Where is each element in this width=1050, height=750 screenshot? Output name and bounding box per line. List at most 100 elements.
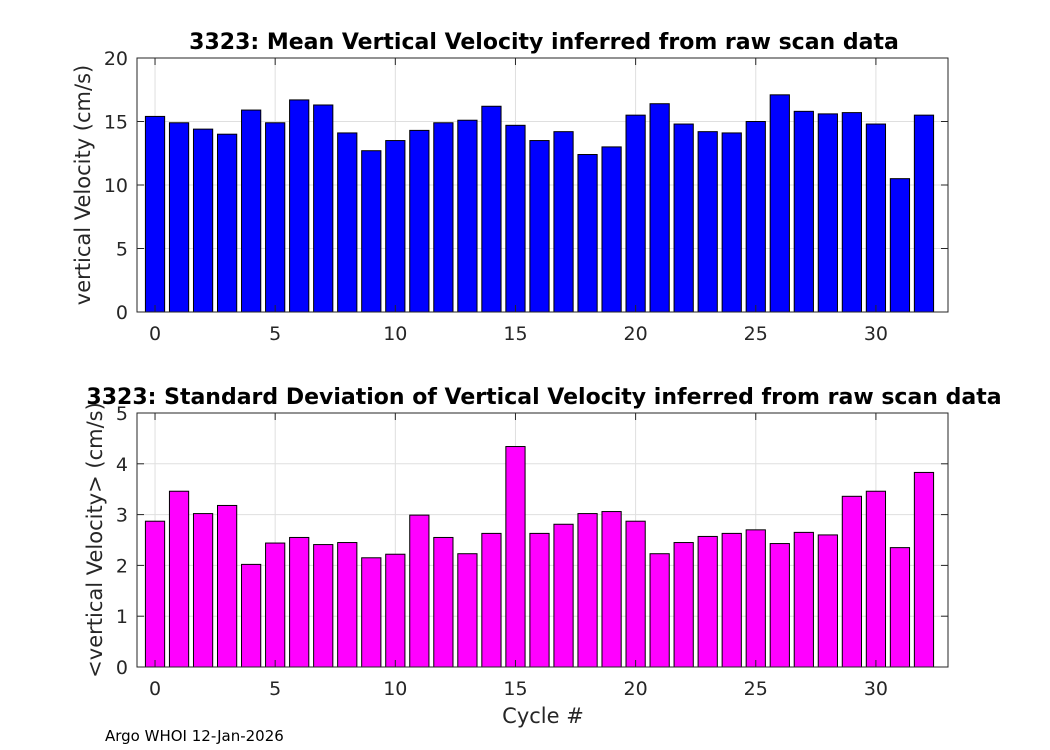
footer-credit: Argo WHOI 12-Jan-2026	[105, 727, 284, 745]
bar	[913, 114, 935, 313]
bar	[216, 133, 238, 313]
bar	[769, 543, 790, 668]
mean-velocity-chart: 3323: Mean Vertical Velocity inferred fr…	[71, 30, 949, 345]
bar	[241, 109, 262, 313]
bar	[192, 513, 214, 668]
bar	[529, 532, 550, 668]
bar	[505, 124, 526, 313]
y-tick-label: 15	[104, 112, 128, 134]
bar	[289, 536, 310, 668]
chart-title: 3323: Standard Deviation of Vertical Vel…	[86, 385, 1001, 410]
bar	[817, 113, 838, 313]
bar	[697, 131, 718, 313]
bar	[481, 532, 502, 668]
bar	[745, 529, 766, 668]
y-tick-label: 1	[116, 606, 128, 628]
bar	[625, 114, 646, 313]
y-tick-label: 5	[116, 403, 128, 425]
x-tick-label: 25	[744, 323, 768, 345]
bar	[433, 536, 454, 668]
x-tick-label: 10	[383, 323, 407, 345]
bar	[337, 132, 358, 313]
axes-box	[136, 412, 949, 668]
y-tick-label: 20	[104, 48, 128, 70]
y-axis-label: vertical Velocity (cm/s)	[71, 65, 95, 305]
bar	[457, 119, 478, 313]
bar	[265, 542, 286, 668]
bar	[529, 140, 550, 313]
bar	[481, 105, 502, 313]
bar	[577, 154, 598, 313]
bar	[649, 103, 670, 313]
x-tick-label: 20	[624, 678, 648, 700]
x-tick-label: 10	[383, 678, 407, 700]
bar	[409, 129, 430, 313]
bar	[865, 123, 887, 313]
bar	[889, 547, 911, 668]
x-tick-label: 30	[864, 323, 888, 345]
bar	[913, 471, 935, 668]
bar	[697, 535, 718, 668]
bar	[168, 122, 190, 313]
x-tick-label: 30	[864, 678, 888, 700]
bar	[577, 513, 598, 668]
bar	[793, 110, 814, 313]
bar	[168, 490, 190, 668]
x-tick-label: 0	[149, 678, 161, 700]
bar	[721, 132, 742, 313]
bar	[673, 542, 694, 668]
std-velocity-chart: 3323: Standard Deviation of Vertical Vel…	[83, 385, 1002, 728]
y-tick-label: 4	[116, 454, 128, 476]
bar	[505, 446, 526, 668]
bar	[865, 490, 887, 668]
bar	[625, 520, 646, 668]
bar	[361, 557, 382, 668]
bar	[457, 553, 478, 668]
bar	[385, 553, 406, 668]
bar	[769, 94, 790, 313]
bar	[241, 563, 262, 668]
bar	[144, 115, 166, 313]
bar	[433, 122, 454, 313]
bar	[745, 121, 766, 313]
x-tick-label: 15	[503, 678, 527, 700]
x-tick-label: 0	[149, 323, 161, 345]
bar	[721, 532, 742, 668]
bar	[289, 99, 310, 313]
bar	[385, 140, 406, 313]
y-tick-label: 2	[116, 555, 128, 577]
bar	[216, 504, 238, 668]
y-tick-label: 5	[116, 239, 128, 261]
bar	[889, 178, 911, 313]
bar	[841, 112, 862, 313]
bar	[265, 122, 286, 313]
x-tick-label: 5	[269, 678, 281, 700]
bar	[601, 511, 622, 668]
bar	[192, 128, 214, 313]
bar	[144, 520, 166, 668]
bar	[553, 523, 574, 668]
bar	[793, 531, 814, 668]
y-axis-label: <vertical Velocity> (cm/s)	[83, 402, 107, 678]
bar	[673, 123, 694, 313]
x-tick-label: 15	[503, 323, 527, 345]
y-tick-label: 10	[104, 175, 128, 197]
bar	[601, 146, 622, 313]
bar	[313, 104, 334, 313]
y-tick-label: 0	[116, 657, 128, 679]
bar	[361, 150, 382, 313]
bar	[337, 542, 358, 668]
y-tick-label: 3	[116, 505, 128, 527]
bar	[313, 544, 334, 668]
bar	[817, 534, 838, 668]
bar	[649, 553, 670, 668]
bar	[553, 131, 574, 313]
bar	[841, 495, 862, 668]
y-tick-label: 0	[116, 302, 128, 324]
x-tick-label: 25	[744, 678, 768, 700]
bar	[409, 514, 430, 668]
x-tick-label: 20	[624, 323, 648, 345]
x-axis-label: Cycle #	[502, 704, 584, 728]
x-tick-label: 5	[269, 323, 281, 345]
